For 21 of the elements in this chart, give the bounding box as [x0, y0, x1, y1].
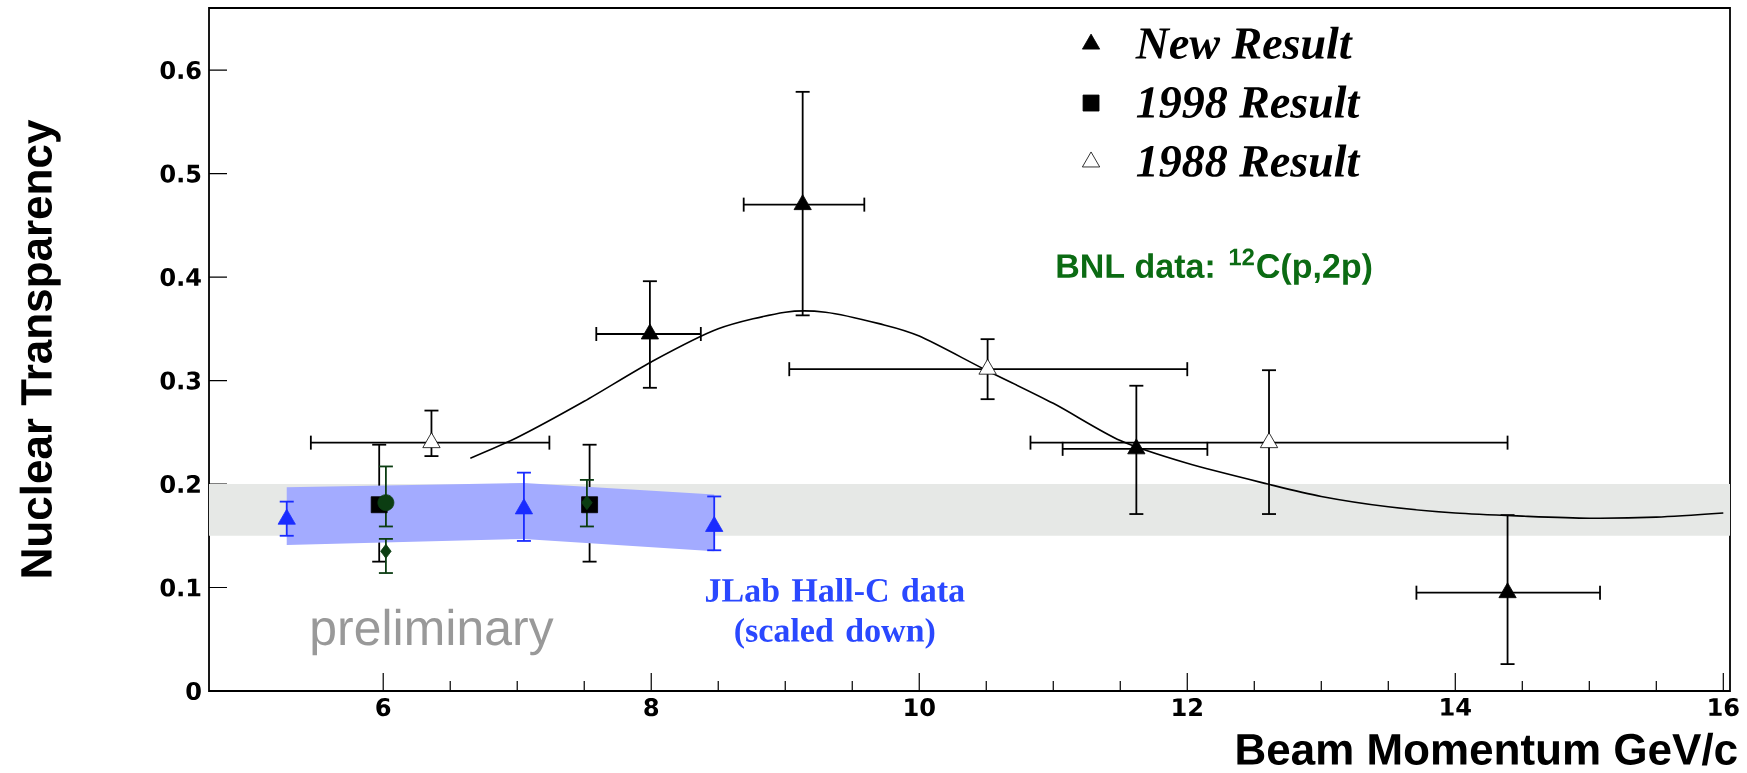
x-tick-label: 6 — [376, 698, 391, 717]
x-tick-label: 16 — [1709, 698, 1739, 717]
y-tick-label: 0.3 — [160, 371, 201, 390]
y-tick-label: 0.4 — [160, 267, 201, 287]
annotation: BNL data: $^{12}$C(p,2p) — [1057, 248, 1372, 285]
y-tick-label: 0.6 — [160, 61, 201, 80]
x-tick-label: 10 — [905, 698, 935, 717]
legend-label: 1998 Result — [1136, 85, 1361, 119]
y-tick-label: 0.2 — [160, 474, 200, 494]
legend-label: New Result — [1135, 26, 1353, 60]
x-tick-label: 8 — [644, 698, 659, 717]
annotation: preliminary — [312, 608, 554, 656]
y-tick-label: 0.5 — [160, 164, 201, 183]
y-tick-label: 0 — [186, 681, 201, 701]
x-tick-label: 12 — [1173, 698, 1202, 716]
legend-label: 1988 Result — [1136, 144, 1361, 177]
y-tick-label: 0.1 — [160, 578, 201, 597]
annotation: JLab Hall-C data (scaled down) — [705, 577, 965, 649]
x-axis-title: Beam Momentum GeV/c — [1237, 732, 1737, 766]
y-axis-title: Nuclear Transparency — [19, 119, 61, 577]
x-tick-label: 14 — [1441, 698, 1471, 716]
